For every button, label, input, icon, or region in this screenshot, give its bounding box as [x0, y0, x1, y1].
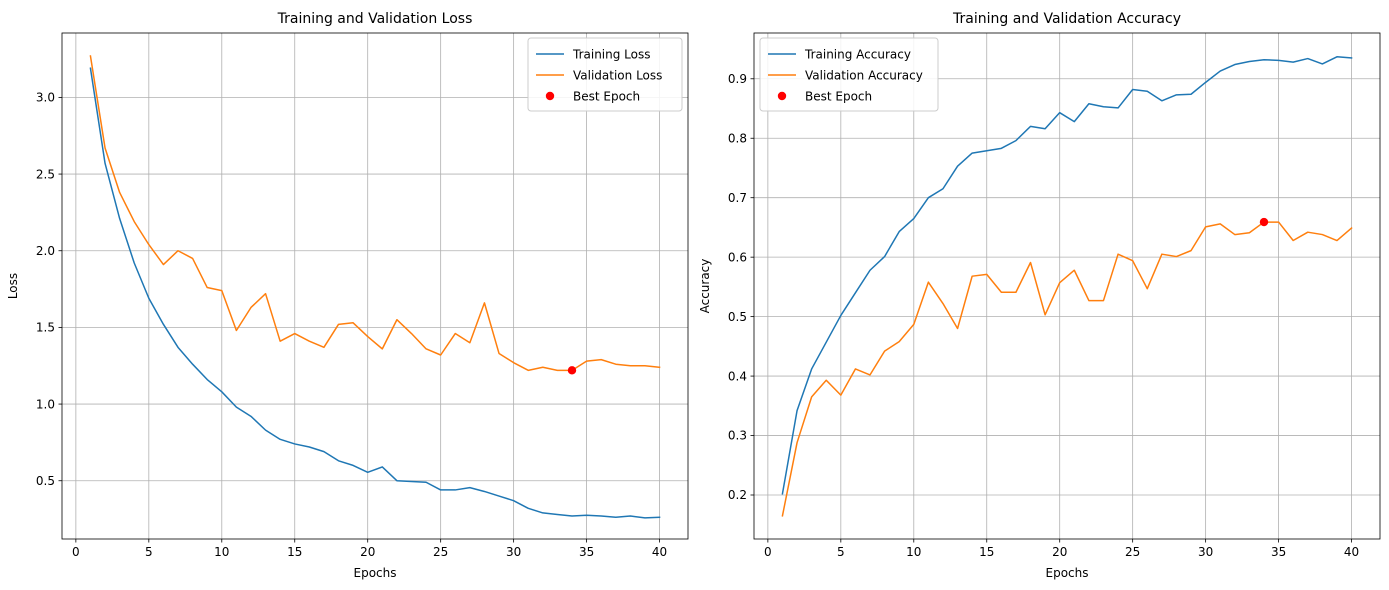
- y-tick-label: 0.9: [728, 72, 747, 86]
- best-epoch-marker: [567, 366, 577, 375]
- x-tick-label: 40: [1344, 545, 1359, 559]
- x-tick-label: 25: [433, 545, 448, 559]
- y-tick-label: 3.0: [36, 91, 55, 105]
- x-tick-label: 15: [979, 545, 994, 559]
- x-axis-label: Epochs: [1046, 566, 1089, 580]
- chart-title: Training and Validation Accuracy: [952, 11, 1181, 27]
- series-line-validation-accuracy: [781, 221, 1353, 517]
- legend-label: Training Loss: [572, 47, 650, 61]
- x-tick-label: 10: [906, 545, 921, 559]
- x-tick-label: 5: [837, 545, 845, 559]
- y-tick-label: 0.4: [728, 369, 747, 383]
- y-tick-label: 0.5: [36, 474, 55, 488]
- y-tick-label: 0.8: [728, 131, 747, 145]
- x-tick-label: 0: [72, 545, 80, 559]
- x-tick-label: 10: [214, 545, 229, 559]
- y-tick-label: 2.0: [36, 244, 55, 258]
- x-tick-label: 20: [360, 545, 375, 559]
- legend-box: [527, 37, 683, 112]
- y-tick-label: 0.3: [728, 429, 747, 443]
- x-tick-label: 25: [1125, 545, 1140, 559]
- legend-label: Validation Accuracy: [805, 68, 923, 82]
- y-axis-label: Accuracy: [698, 259, 712, 314]
- loss-chart: 0 5 10 15 20 25 30 35 40 0.5 1.0 1.5 2.0 2.5 3.0 Traini…: [6, 11, 689, 580]
- legend-box: [759, 37, 939, 112]
- legend-label: Best Epoch: [573, 89, 640, 103]
- series-line-training-loss: [89, 67, 661, 519]
- y-tick-label: 2.5: [36, 167, 55, 181]
- x-tick-label: 35: [579, 545, 594, 559]
- best-epoch-marker: [1259, 217, 1269, 227]
- legend-dot-swatch: [777, 91, 787, 101]
- y-tick-label: 1.0: [36, 397, 55, 411]
- x-tick-label: 15: [287, 545, 302, 559]
- axes-frame: [753, 32, 1381, 540]
- axes-frame: [61, 32, 689, 540]
- x-tick-label: 30: [506, 545, 521, 559]
- legend-label: Validation Loss: [573, 68, 662, 82]
- series-line-validation-loss: [89, 55, 661, 372]
- y-tick-label: 0.5: [728, 310, 747, 324]
- chart-title: Training and Validation Loss: [277, 11, 473, 27]
- y-axis-label: Loss: [6, 273, 20, 299]
- x-axis-label: Epochs: [354, 566, 397, 580]
- legend-label: Training Accuracy: [804, 47, 911, 61]
- x-tick-label: 30: [1198, 545, 1213, 559]
- x-tick-label: 0: [764, 545, 772, 559]
- y-tick-label: 1.5: [36, 321, 55, 335]
- series-line-training-accuracy: [781, 56, 1353, 495]
- legend-dot-swatch: [545, 91, 555, 101]
- x-tick-label: 5: [145, 545, 153, 559]
- y-tick-label: 0.2: [728, 488, 747, 502]
- y-tick-label: 0.7: [728, 191, 747, 205]
- y-tick-label: 0.6: [728, 250, 747, 264]
- x-tick-label: 35: [1271, 545, 1286, 559]
- accuracy-chart: 0 5 10 15 20 25 30 35 40 0.2 0.3 0.4 0.5 0.6 0.7 0.8 0.9…: [698, 11, 1381, 580]
- x-tick-label: 40: [652, 545, 667, 559]
- legend-label: Best Epoch: [805, 89, 872, 103]
- x-tick-label: 20: [1052, 545, 1067, 559]
